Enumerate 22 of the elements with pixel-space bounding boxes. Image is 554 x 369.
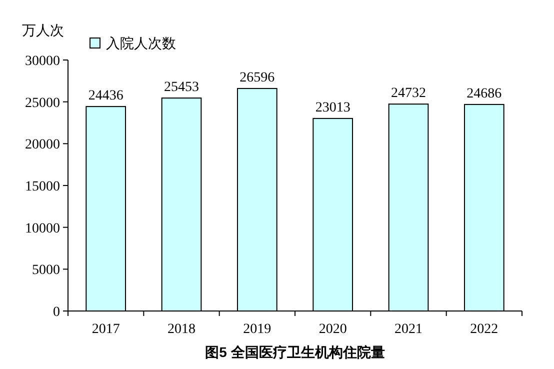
y-tick-label: 5000 <box>32 263 60 278</box>
x-tick-label: 2019 <box>243 322 272 337</box>
y-axis-title: 万人次 <box>22 22 64 38</box>
x-tick-label: 2018 <box>168 322 196 337</box>
data-label: 24732 <box>391 86 426 102</box>
y-tick-label: 20000 <box>25 138 60 153</box>
y-tick-label: 15000 <box>25 180 60 194</box>
data-label: 26596 <box>240 70 275 86</box>
data-label: 25453 <box>164 80 199 96</box>
y-tick-label: 30000 <box>25 54 60 69</box>
y-tick-label: 0 <box>53 305 60 320</box>
x-tick-label: 2017 <box>92 322 120 337</box>
x-tick-label: 2022 <box>470 322 498 337</box>
y-tick-label: 10000 <box>25 221 60 236</box>
x-tick-label: 2021 <box>394 322 422 337</box>
data-label: 23013 <box>315 100 350 116</box>
legend-label: 入院人次数 <box>106 35 176 51</box>
text: 图5 全国医疗卫生机构住院量 <box>205 344 385 360</box>
x-tick-label: 2020 <box>318 322 347 337</box>
y-tick-label: 25000 <box>25 96 60 111</box>
data-label: 24436 <box>88 88 124 104</box>
data-label: 24686 <box>466 86 502 102</box>
